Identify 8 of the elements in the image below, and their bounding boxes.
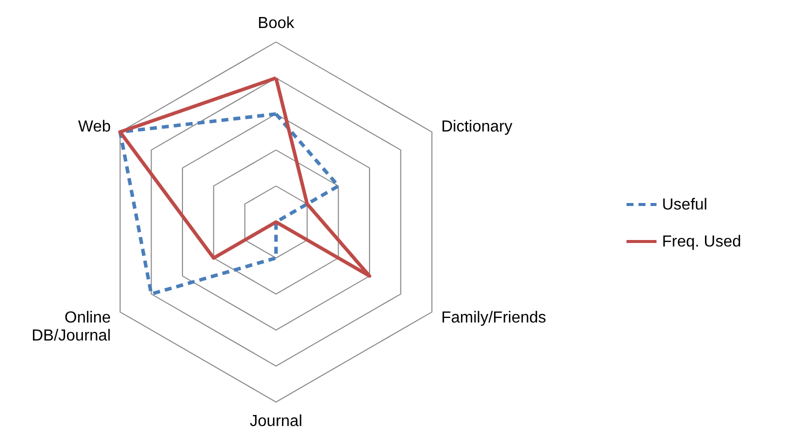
legend-label: Useful <box>662 196 708 214</box>
spoke-label: Web <box>78 118 111 136</box>
legend-label: Freq. Used <box>662 234 742 250</box>
spoke-label: Online DB/Journal <box>32 309 111 344</box>
spoke-label: Journal <box>250 412 302 430</box>
spoke-label: Dictionary <box>441 118 512 136</box>
spoke-label: Book <box>258 15 296 32</box>
spoke-label: Family/Friends <box>441 309 546 326</box>
